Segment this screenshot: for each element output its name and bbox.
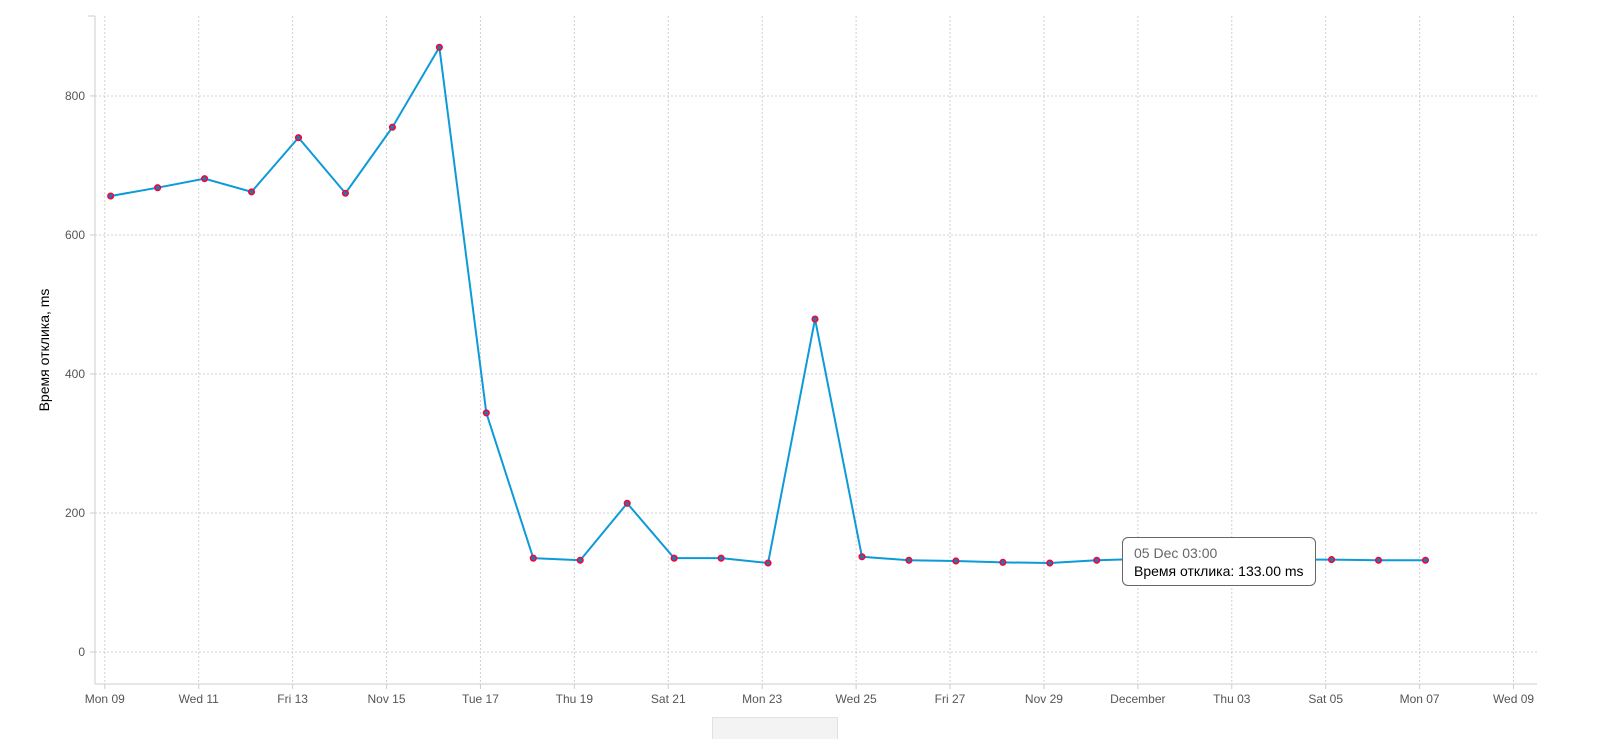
x-tick-label: Tue 17 xyxy=(462,692,499,706)
x-tick-label: Thu 03 xyxy=(1213,692,1251,706)
y-tick-label: 200 xyxy=(65,506,85,520)
x-tick-label: Mon 07 xyxy=(1400,692,1440,706)
data-point xyxy=(388,123,396,131)
tooltip-body: Время отклика: 133.00 ms xyxy=(1134,563,1304,579)
x-tick-label: Fri 13 xyxy=(277,692,308,706)
x-tick-label: Mon 09 xyxy=(85,692,125,706)
x-tick-label: December xyxy=(1110,692,1165,706)
data-point xyxy=(670,554,678,562)
data-point xyxy=(576,556,584,564)
tooltip: 05 Dec 03:00 Время отклика: 133.00 ms xyxy=(1122,537,1316,586)
data-point xyxy=(1421,556,1430,564)
data-point xyxy=(1046,559,1054,567)
data-point xyxy=(247,188,256,196)
data-point xyxy=(1374,556,1383,564)
tooltip-title: 05 Dec 03:00 xyxy=(1134,545,1218,561)
y-tick-label: 400 xyxy=(65,367,85,381)
grid xyxy=(95,16,1537,684)
y-tick-label: 600 xyxy=(65,228,85,242)
data-point xyxy=(107,192,115,200)
data-point xyxy=(341,189,349,197)
data-point xyxy=(435,43,443,51)
x-tick-label: Nov 15 xyxy=(368,692,406,706)
axes: 0 200 400 600 800 Mon 09 Wed 11 Fri 13 Nov 15 Tue… xyxy=(65,15,1537,706)
x-tick-label: Thu 19 xyxy=(556,692,594,706)
x-tick-label: Wed 25 xyxy=(836,692,877,706)
x-tick-label: Fri 27 xyxy=(935,692,966,706)
x-tick-label: Mon 23 xyxy=(742,692,782,706)
data-point xyxy=(717,554,725,562)
data-point xyxy=(905,556,913,564)
data-point xyxy=(952,557,960,565)
data-point xyxy=(811,315,819,323)
data-point xyxy=(999,558,1007,566)
series-line xyxy=(110,44,1426,565)
y-axis-label: Время отклика, ms xyxy=(36,289,52,412)
y-tick-label: 800 xyxy=(65,89,85,103)
x-tick-label: Nov 29 xyxy=(1025,692,1063,706)
series-response-time xyxy=(107,43,1430,567)
data-point xyxy=(529,554,537,562)
x-tick-label: Wed 11 xyxy=(179,692,220,706)
data-point xyxy=(201,175,209,183)
range-navigator-handle[interactable] xyxy=(712,717,838,739)
data-point xyxy=(1328,556,1336,564)
x-tick-label: Sat 05 xyxy=(1308,692,1343,706)
data-point xyxy=(1093,556,1101,564)
data-point xyxy=(858,553,866,561)
data-point xyxy=(623,499,631,507)
data-point xyxy=(294,134,303,142)
data-point xyxy=(482,409,490,417)
data-point xyxy=(154,184,162,192)
y-tick-label: 0 xyxy=(78,645,85,659)
data-point xyxy=(764,559,772,567)
x-tick-label: Sat 21 xyxy=(651,692,686,706)
x-tick-label: Wed 09 xyxy=(1493,692,1534,706)
